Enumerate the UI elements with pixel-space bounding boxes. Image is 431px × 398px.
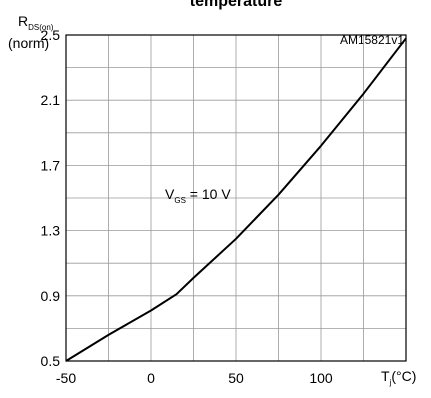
y-tick-label: 1.7: [41, 157, 61, 173]
x-tick-label: 100: [309, 370, 333, 386]
x-tick-label: -50: [56, 370, 76, 386]
y-axis-label-main: R: [18, 13, 28, 29]
x-axis-label-main: T: [381, 368, 390, 384]
series: [65, 37, 407, 362]
grid: [66, 35, 406, 361]
vgs-annotation-main: V: [165, 186, 175, 202]
vgs-annotation-text: = 10 V: [186, 186, 231, 202]
y-tick-labels: 0.5 0.9 1.3 1.7 2.1 2.5: [41, 27, 61, 369]
y-tick-label: 1.3: [41, 223, 61, 239]
vgs-annotation: VGS = 10 V: [165, 186, 231, 205]
x-axis-label-sub: j: [389, 378, 392, 387]
x-tick-label: 0: [147, 370, 155, 386]
x-tick-label: 50: [228, 370, 244, 386]
x-axis-label-unit: (°C): [391, 368, 416, 384]
chart-title: temperature: [190, 0, 283, 10]
y-axis-label-sub: DS(on): [28, 23, 54, 32]
y-tick-label: 2.5: [41, 27, 61, 43]
y-axis-label: RDS(on): [18, 13, 54, 32]
x-tick-labels: -50 0 50 100: [56, 370, 333, 386]
y-tick-label: 0.9: [41, 288, 61, 304]
plot-frame: [65, 34, 407, 362]
x-axis-label: Tj(°C): [381, 368, 416, 387]
y-axis-unit: (norm): [8, 35, 49, 51]
vgs-annotation-sub: GS: [174, 196, 186, 205]
ref-code: AM15821v1: [340, 33, 404, 47]
series-line: [65, 37, 407, 362]
y-tick-label: 0.5: [41, 353, 61, 369]
y-tick-label: 2.1: [41, 92, 61, 108]
